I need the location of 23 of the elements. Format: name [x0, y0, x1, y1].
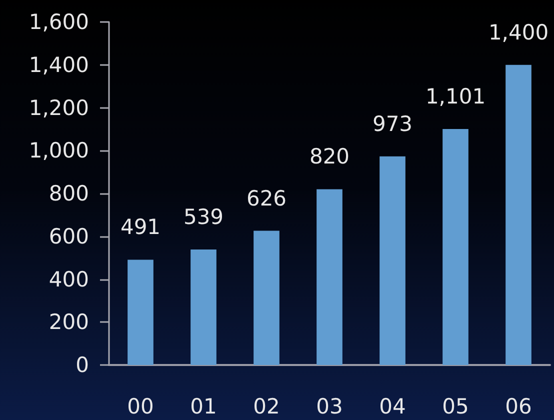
y-tick-label: 600 — [48, 224, 89, 248]
x-tick-label: 00 — [127, 394, 154, 418]
x-tick-label: 01 — [190, 394, 217, 418]
y-tick-label: 1,400 — [28, 52, 89, 77]
y-tick-label: 200 — [48, 310, 89, 334]
data-label: 820 — [309, 144, 350, 169]
data-label: 491 — [120, 215, 161, 240]
y-tick-label: 400 — [48, 267, 89, 292]
x-tick-label: 03 — [316, 394, 343, 418]
x-tick-label: 06 — [505, 394, 532, 418]
y-tick-label: 1,600 — [28, 10, 89, 34]
y-tick-label: 1,200 — [28, 96, 89, 120]
y-tick-label: 1,000 — [28, 138, 89, 163]
data-label: 1,101 — [425, 84, 486, 108]
y-tick-label: 0 — [76, 353, 89, 377]
data-label: 973 — [372, 112, 413, 136]
x-tick-label: 05 — [442, 394, 469, 418]
data-label: 1,400 — [488, 20, 549, 44]
data-label: 626 — [246, 186, 287, 210]
y-tick-label: 800 — [48, 182, 89, 206]
data-label: 539 — [183, 204, 224, 229]
x-tick-label: 04 — [379, 394, 406, 418]
x-tick-label: 02 — [253, 394, 280, 418]
